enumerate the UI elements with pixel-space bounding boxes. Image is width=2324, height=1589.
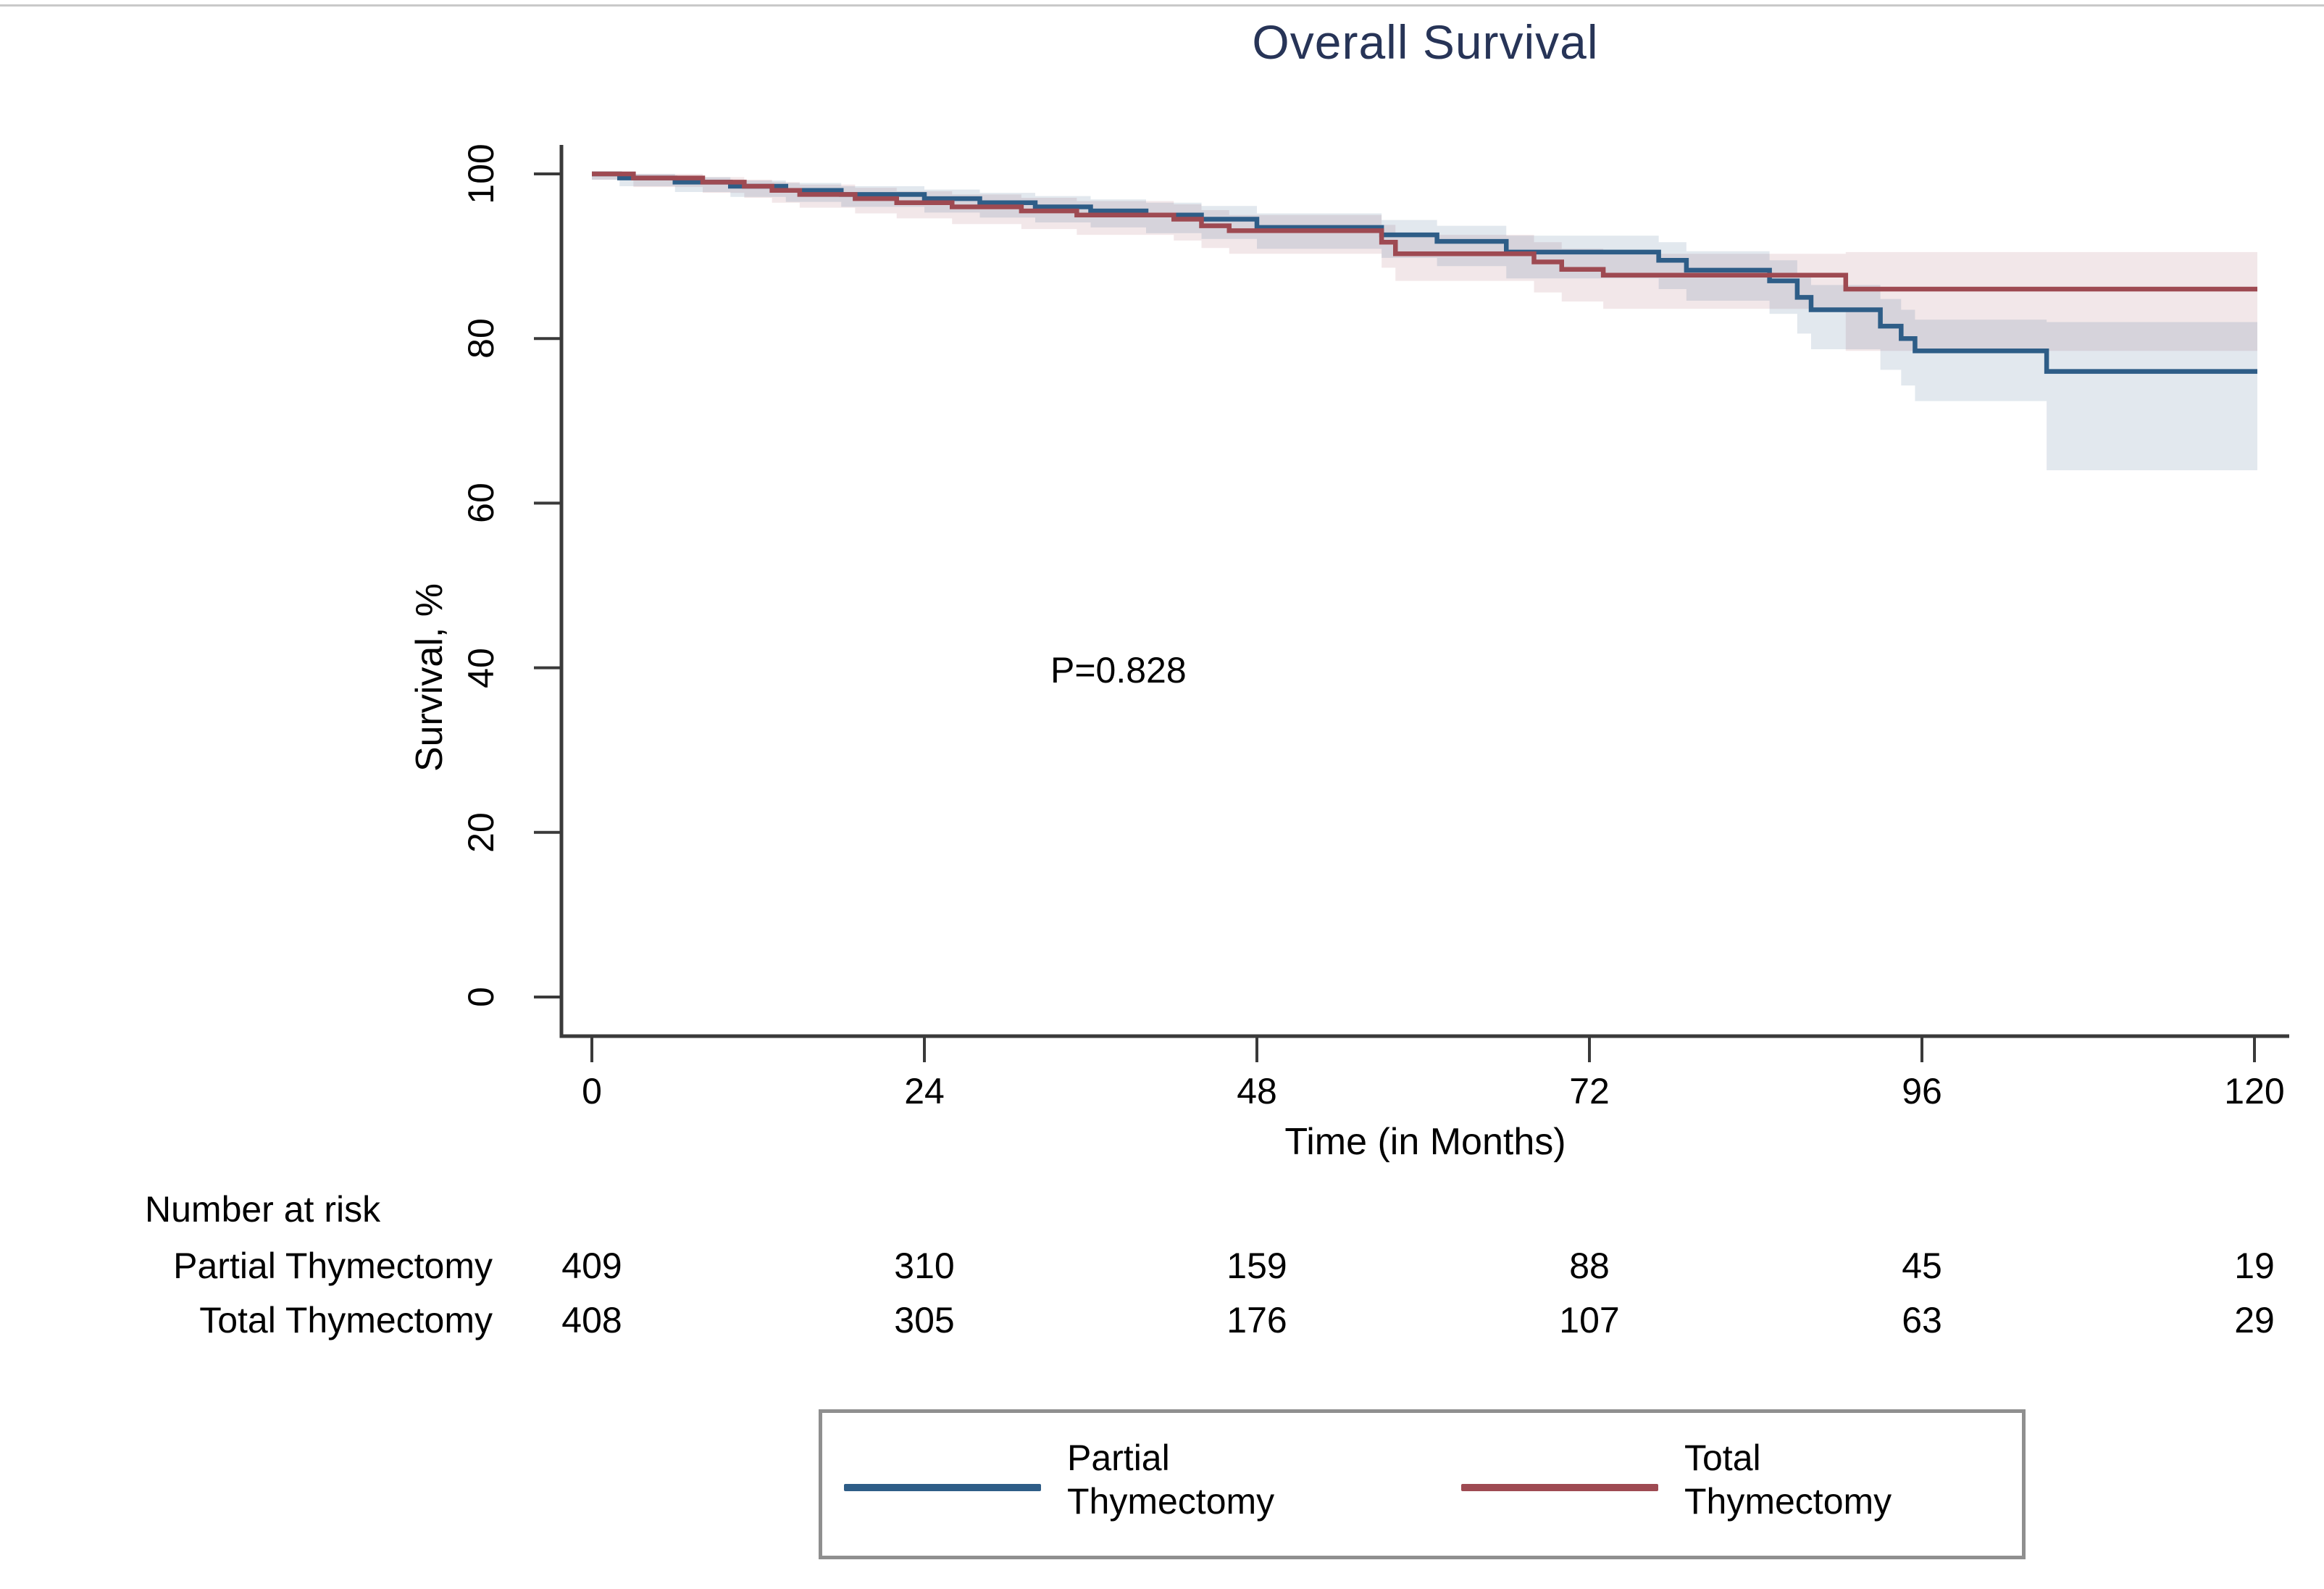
risk-value: 107: [1559, 1300, 1620, 1340]
page-title: Overall Survival: [1252, 15, 1599, 69]
legend-label-partial-line2: Thymectomy: [1067, 1481, 1275, 1522]
legend-label-partial: Partial Thymectomy: [1067, 1436, 1274, 1523]
risk-value: 159: [1226, 1246, 1287, 1286]
y-tick-label-20: 20: [461, 812, 501, 853]
x-axis-title: Time (in Months): [1284, 1121, 1566, 1163]
risk-value: 409: [561, 1246, 622, 1286]
legend-swatch-partial: [844, 1484, 1041, 1491]
y-tick-label-60: 60: [461, 483, 501, 524]
p-value-annotation: P=0.828: [1050, 650, 1187, 691]
figure-top-rule: [0, 4, 2324, 7]
risk-value: 310: [894, 1246, 955, 1286]
risk-value: 88: [1569, 1246, 1610, 1286]
risk-value: 176: [1226, 1300, 1287, 1340]
legend-label-partial-line1: Partial: [1067, 1438, 1170, 1478]
risk-value: 305: [894, 1300, 955, 1340]
risk-value: 19: [2234, 1246, 2275, 1286]
risk-value: 63: [1902, 1300, 1942, 1340]
x-tick-label-48: 48: [1237, 1071, 1277, 1112]
x-tick-label-24: 24: [904, 1071, 945, 1112]
risk-value: 29: [2234, 1300, 2275, 1340]
km-curve-total: [592, 171, 2257, 292]
x-tick-label-96: 96: [1902, 1071, 1942, 1112]
legend-swatch-total: [1461, 1484, 1658, 1491]
risk-value: 408: [561, 1300, 622, 1340]
risk-value: 45: [1902, 1246, 1942, 1286]
axes: [559, 145, 2289, 1038]
legend-label-total-line1: Total: [1684, 1438, 1761, 1478]
risk-table-header: Number at risk: [145, 1189, 381, 1230]
legend-label-total-line2: Thymectomy: [1684, 1481, 1892, 1522]
y-axis-title: Survival, %: [409, 583, 451, 772]
x-tick-label-0: 0: [582, 1071, 602, 1112]
km-curve-partial: [592, 171, 2257, 374]
x-tick-label-72: 72: [1569, 1071, 1610, 1112]
tick-marks: [534, 172, 2256, 1062]
legend-label-total: Total Thymectomy: [1684, 1436, 1892, 1523]
y-tick-label-40: 40: [461, 647, 501, 688]
y-tick-label-80: 80: [461, 318, 501, 359]
risk-row-label-total: Total Thymectomy: [199, 1300, 493, 1340]
ci-band-total: [592, 174, 2257, 351]
y-tick-label-100: 100: [461, 143, 501, 204]
y-tick-label-0: 0: [461, 987, 501, 1007]
x-tick-label-120: 120: [2224, 1071, 2285, 1112]
ci-band-partial: [592, 174, 2257, 470]
risk-row-label-partial: Partial Thymectomy: [173, 1246, 493, 1286]
legend: Partial Thymectomy Total Thymectomy: [819, 1409, 2026, 1559]
